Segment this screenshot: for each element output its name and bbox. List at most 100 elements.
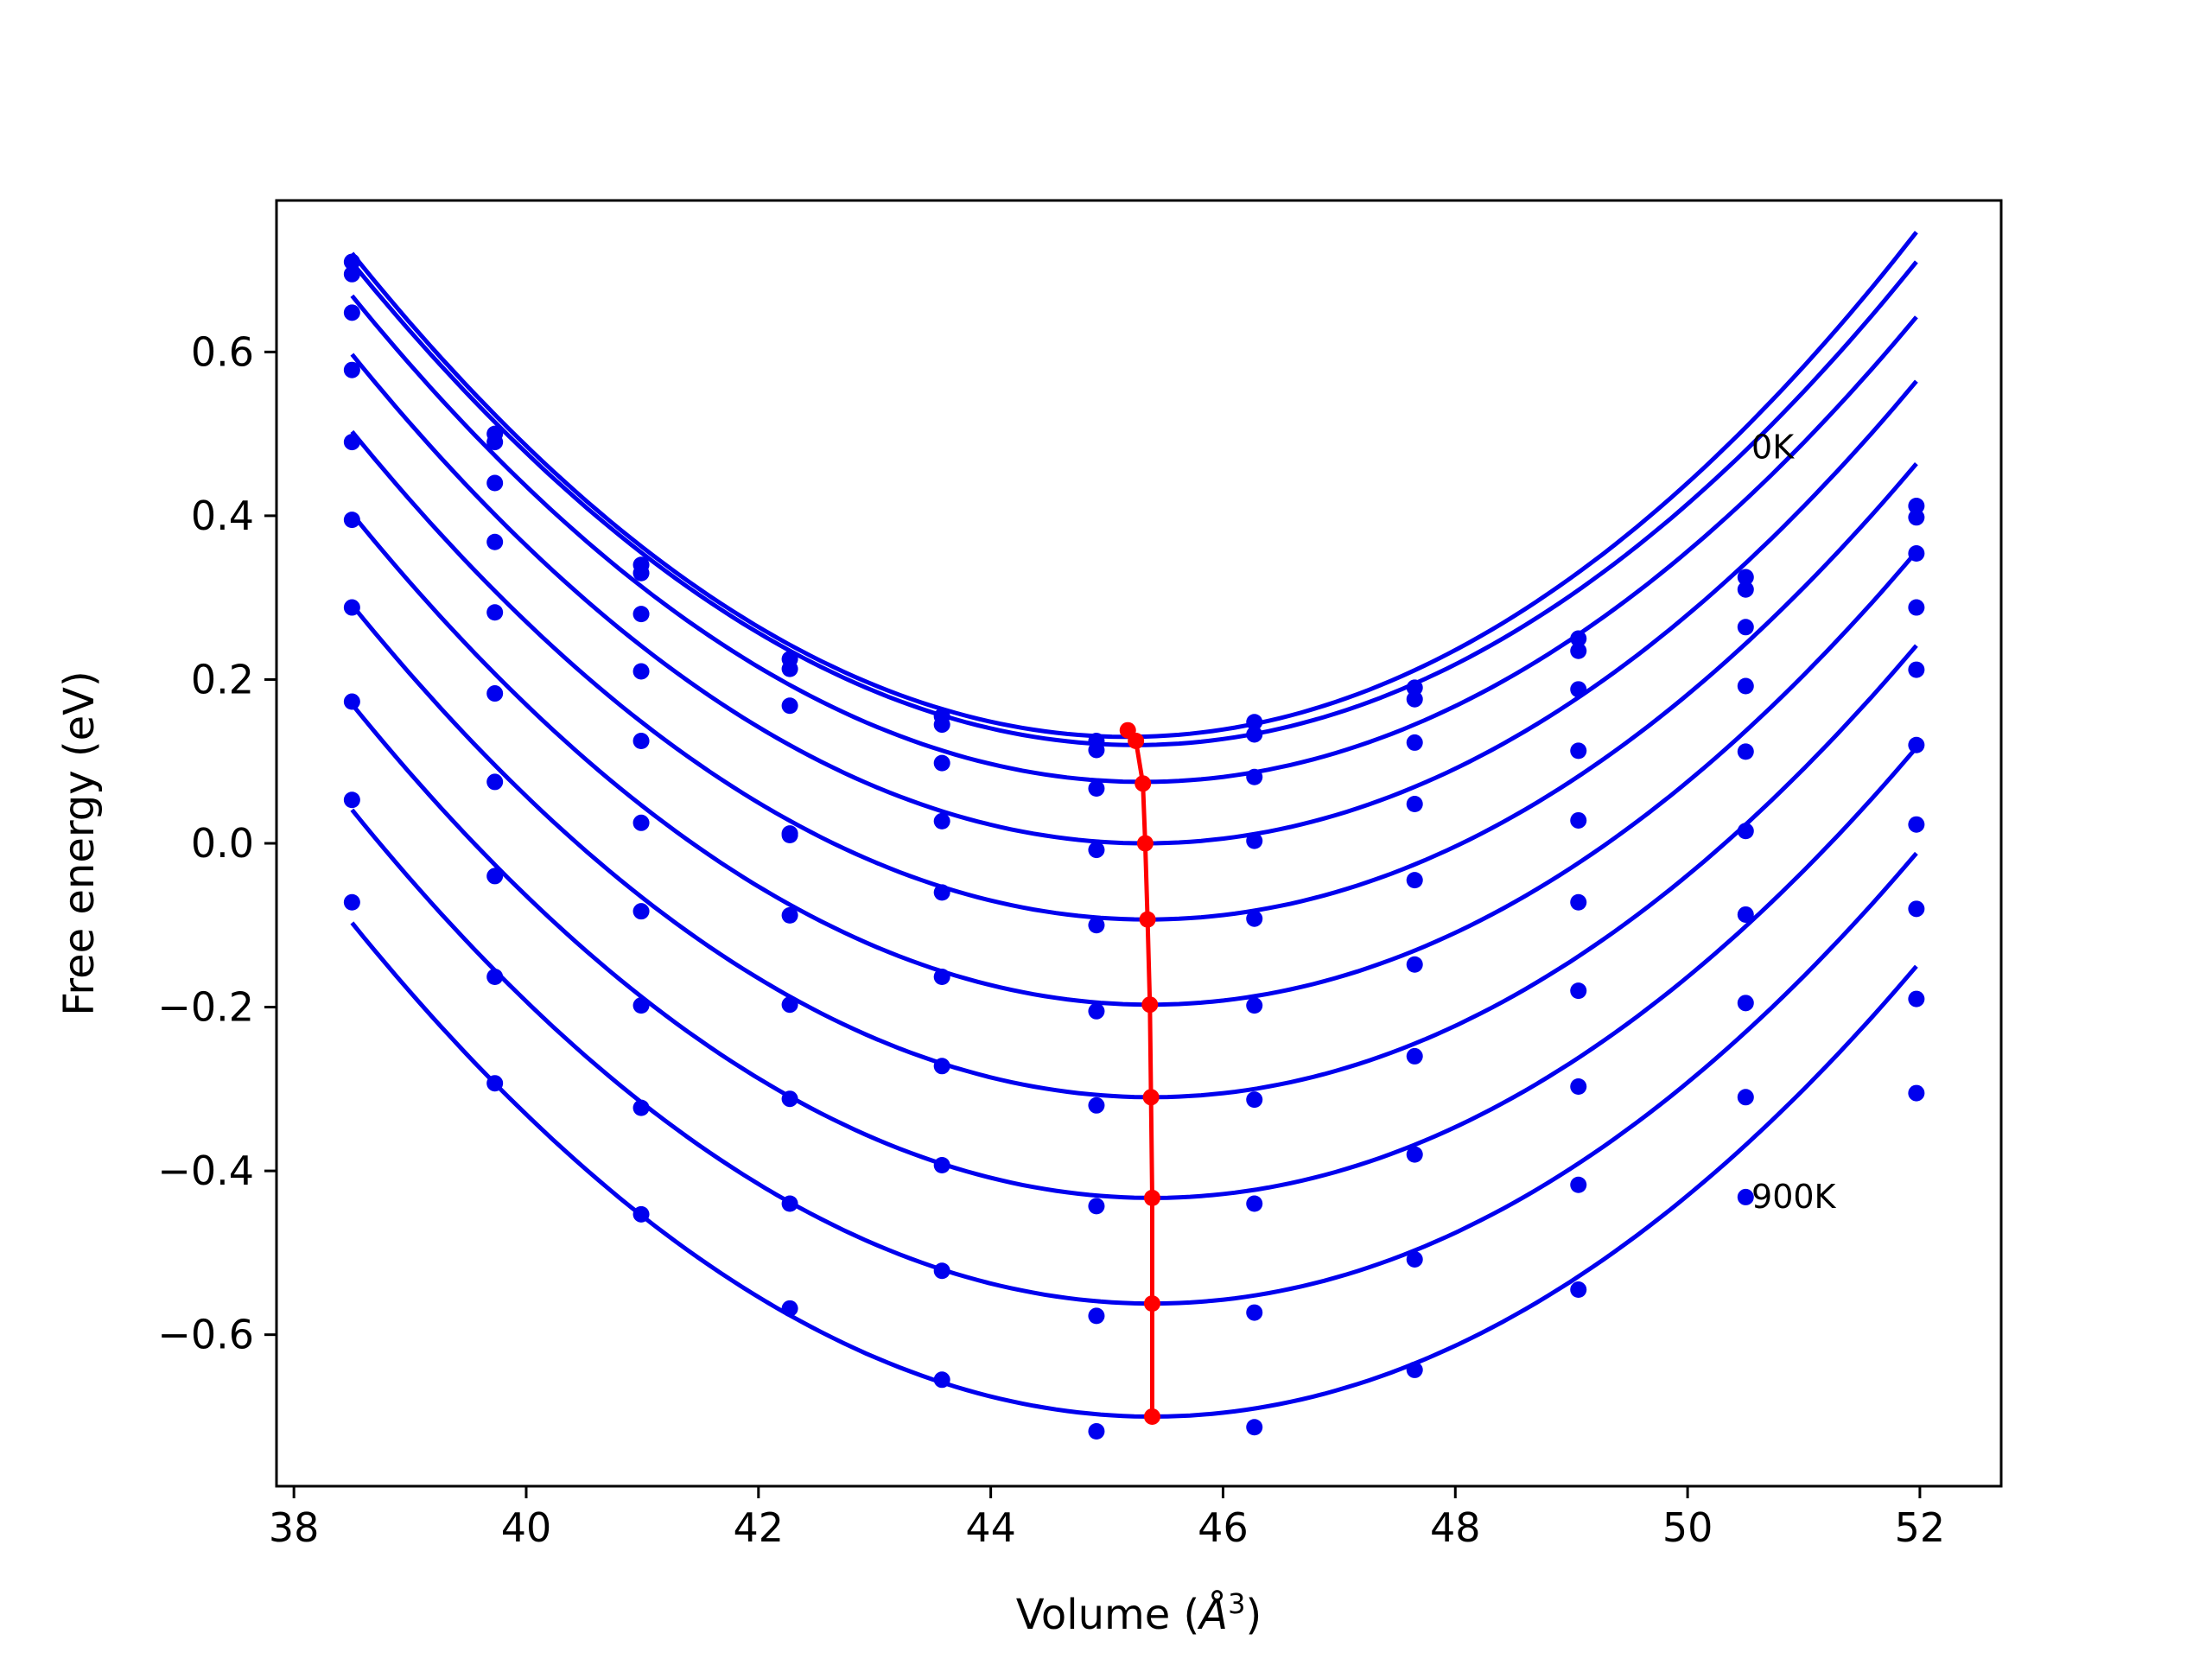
y-axis-ticks: −0.6 −0.4 −0.2 0.0 0.2 0.4 0.6 (157, 328, 276, 1358)
y-tick-label: −0.2 (157, 984, 254, 1031)
x-tick-label: 38 (269, 1504, 320, 1551)
annotation-0: 0K (1751, 429, 1795, 467)
data-point (1246, 1195, 1263, 1212)
data-point (933, 968, 950, 985)
data-point (1737, 1188, 1754, 1205)
data-point (343, 599, 360, 616)
data-point (781, 906, 798, 924)
data-point (781, 697, 798, 715)
data-point (1406, 872, 1423, 889)
data-point (1406, 1250, 1423, 1268)
data-point (343, 434, 360, 451)
data-point (1406, 690, 1423, 708)
data-point (1246, 1091, 1263, 1109)
data-point (632, 903, 650, 920)
data-point (933, 1156, 950, 1173)
fit-curve-6 (350, 603, 1918, 1100)
data-point (632, 733, 650, 750)
data-point (933, 1262, 950, 1280)
data-point (1737, 823, 1754, 840)
data-point (343, 791, 360, 809)
data-point (1737, 1089, 1754, 1106)
data-point (1570, 630, 1587, 647)
data-point (1246, 1304, 1263, 1321)
data-point (632, 1099, 650, 1116)
data-point (1908, 599, 1925, 616)
data-point (1908, 498, 1925, 515)
data-point (343, 361, 360, 378)
fit-curve-5 (350, 512, 1918, 1007)
data-point (632, 564, 650, 582)
data-point (1737, 619, 1754, 636)
data-point (1088, 1002, 1105, 1020)
data-point (933, 812, 950, 830)
data-point (632, 1205, 650, 1223)
x-tick-label: 50 (1662, 1504, 1713, 1551)
data-point (781, 1195, 798, 1212)
x-axis-label: Volume (Å3) (1016, 1587, 1262, 1639)
data-point (1246, 768, 1263, 785)
y-axis-label: Free energy (eV) (55, 671, 104, 1015)
data-point (1737, 995, 1754, 1012)
data-point (1406, 734, 1423, 751)
data-point (1908, 990, 1925, 1007)
data-point (1737, 581, 1754, 598)
y-tick-label: −0.4 (157, 1147, 254, 1194)
data-point (1406, 796, 1423, 813)
data-point (632, 606, 650, 623)
data-point (1570, 681, 1587, 698)
data-point (1908, 736, 1925, 753)
fit-curve-8 (350, 808, 1918, 1306)
data-point (1406, 956, 1423, 973)
data-point (486, 604, 504, 621)
data-point (933, 1371, 950, 1389)
data-point (343, 693, 360, 710)
annotation-1: 900K (1751, 1178, 1837, 1216)
data-point (1570, 1281, 1587, 1299)
data-point (1088, 1422, 1105, 1440)
y-tick-label: 0.0 (191, 820, 254, 867)
minima-point (1143, 1189, 1160, 1206)
data-point (1246, 726, 1263, 743)
fit-curve-7 (350, 702, 1918, 1200)
data-point (1406, 1047, 1423, 1065)
minima-series (1119, 721, 1160, 1425)
data-point (933, 1058, 950, 1075)
data-point (933, 754, 950, 772)
data-point (1908, 661, 1925, 678)
data-point (1088, 1307, 1105, 1325)
data-point (486, 685, 504, 702)
data-point (1908, 900, 1925, 918)
data-point (1406, 1146, 1423, 1163)
data-point (1406, 679, 1423, 696)
data-point (1246, 997, 1263, 1014)
data-points (343, 253, 1925, 1440)
data-point (1908, 544, 1925, 562)
fit-curve-3 (350, 353, 1918, 846)
x-tick-label: 48 (1430, 1504, 1481, 1551)
x-tick-label: 44 (965, 1504, 1016, 1551)
data-point (1570, 982, 1587, 1000)
data-point (1088, 1198, 1105, 1215)
x-axis-ticks: 38 40 42 44 46 48 50 52 (269, 1486, 1945, 1551)
x-tick-label: 52 (1895, 1504, 1946, 1551)
data-point (1737, 569, 1754, 586)
fit-curve-4 (350, 429, 1918, 922)
data-point (1246, 910, 1263, 927)
data-point (1246, 714, 1263, 731)
y-tick-label: −0.6 (157, 1312, 254, 1358)
data-point (1088, 1096, 1105, 1114)
data-point (1570, 893, 1587, 911)
data-point (486, 773, 504, 791)
data-point (1570, 811, 1587, 829)
minima-point (1141, 996, 1159, 1014)
data-point (486, 474, 504, 492)
minima-point (1139, 911, 1156, 928)
data-point (343, 304, 360, 321)
data-point (1908, 509, 1925, 526)
data-point (1246, 1419, 1263, 1436)
minima-point (1142, 1089, 1160, 1106)
fit-curve-9 (350, 921, 1918, 1419)
data-point (486, 968, 504, 985)
data-point (343, 512, 360, 529)
